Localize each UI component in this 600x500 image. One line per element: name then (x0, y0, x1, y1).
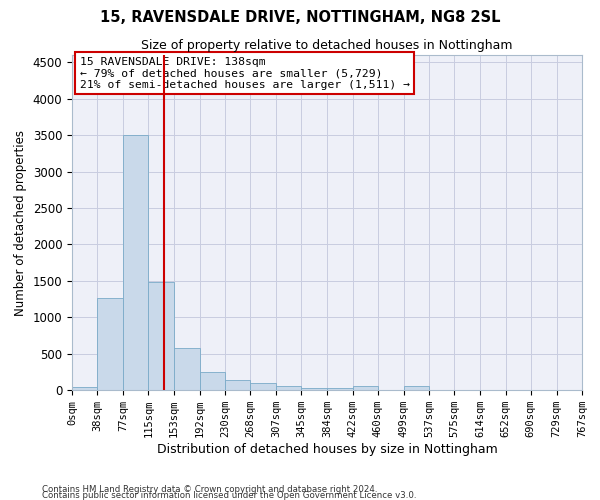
Text: 15 RAVENSDALE DRIVE: 138sqm
← 79% of detached houses are smaller (5,729)
21% of : 15 RAVENSDALE DRIVE: 138sqm ← 79% of det… (80, 56, 410, 90)
Bar (148, 282, 174, 390)
Bar (276, 386, 301, 390)
Bar (301, 388, 328, 390)
Bar (200, 372, 225, 390)
Bar (404, 386, 429, 390)
Title: Size of property relative to detached houses in Nottingham: Size of property relative to detached ho… (141, 40, 513, 52)
Y-axis label: Number of detached properties: Number of detached properties (14, 130, 27, 316)
Text: 15, RAVENSDALE DRIVE, NOTTINGHAM, NG8 2SL: 15, RAVENSDALE DRIVE, NOTTINGHAM, NG8 2S… (100, 10, 500, 25)
Text: Contains HM Land Registry data © Crown copyright and database right 2024.: Contains HM Land Registry data © Crown c… (42, 485, 377, 494)
Bar (250, 384, 276, 390)
Bar (123, 135, 148, 390)
Bar (225, 380, 250, 390)
X-axis label: Distribution of detached houses by size in Nottingham: Distribution of detached houses by size … (157, 443, 497, 456)
Bar (353, 386, 378, 390)
Bar (72, 387, 97, 390)
Bar (97, 298, 123, 390)
Text: Contains public sector information licensed under the Open Government Licence v3: Contains public sector information licen… (42, 491, 416, 500)
Bar (328, 388, 353, 390)
Bar (174, 348, 200, 390)
